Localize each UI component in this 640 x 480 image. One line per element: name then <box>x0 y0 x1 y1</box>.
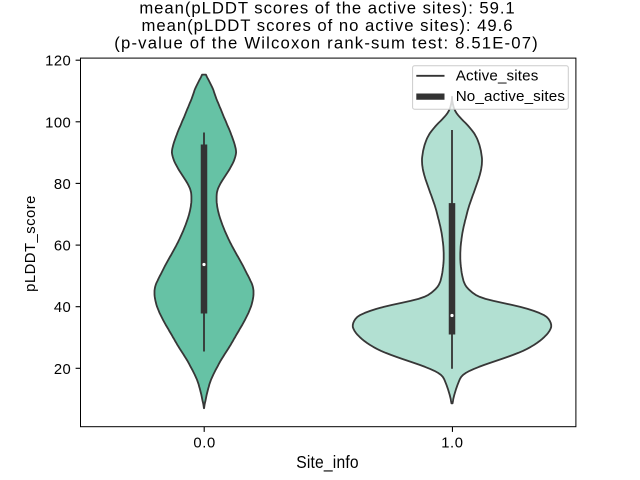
svg-text:40: 40 <box>54 300 71 316</box>
svg-text:mean(pLDDT scores of no active: mean(pLDDT scores of no active sites): 4… <box>141 16 513 35</box>
svg-text:20: 20 <box>54 362 71 378</box>
svg-text:1.0: 1.0 <box>441 436 463 452</box>
svg-text:80: 80 <box>54 177 71 193</box>
svg-text:pLDDT_score: pLDDT_score <box>23 195 39 292</box>
svg-text:mean(pLDDT scores of the activ: mean(pLDDT scores of the active sites): … <box>139 0 515 17</box>
svg-text:60: 60 <box>54 239 71 255</box>
svg-text:Active_sites: Active_sites <box>456 67 539 84</box>
svg-text:0.0: 0.0 <box>193 436 215 452</box>
svg-text:120: 120 <box>45 54 71 70</box>
svg-text:(p-value of the Wilcoxon rank-: (p-value of the Wilcoxon rank-sum test: … <box>114 33 539 52</box>
svg-text:No_active_sites: No_active_sites <box>456 88 566 105</box>
svg-text:100: 100 <box>45 115 71 131</box>
svg-text:Site_info: Site_info <box>296 452 358 472</box>
